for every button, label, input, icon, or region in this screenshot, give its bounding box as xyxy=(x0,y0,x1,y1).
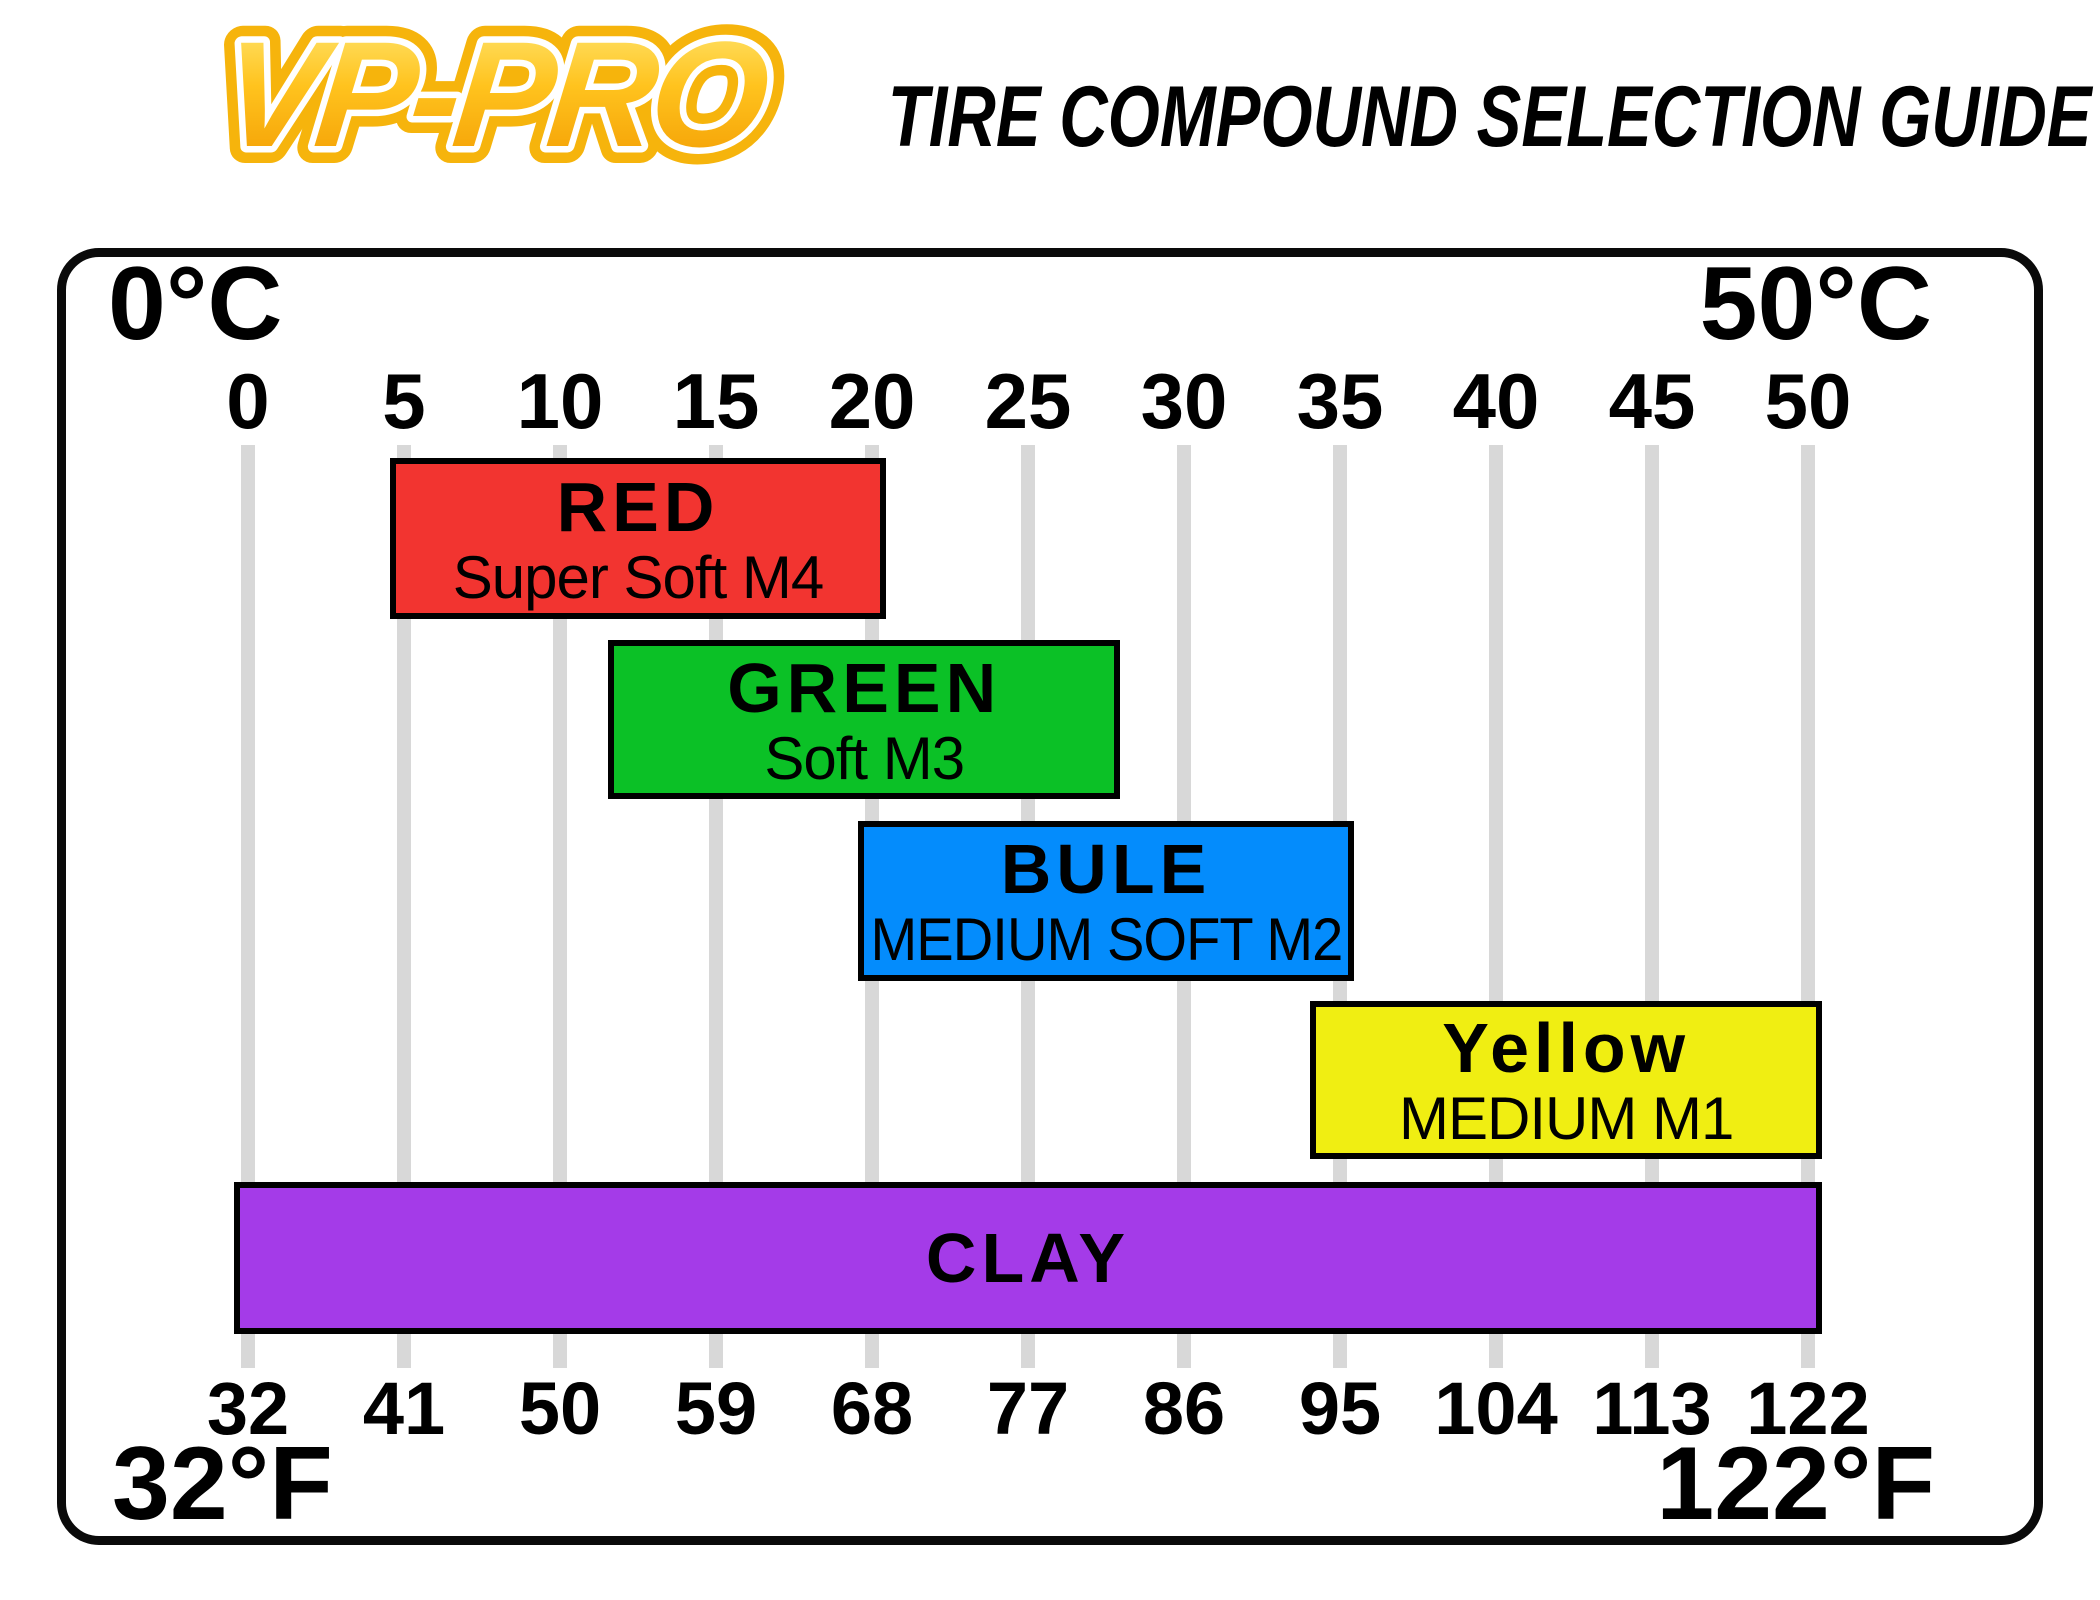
compound-bar-bule: BULE MEDIUM SOFT M2 xyxy=(858,821,1354,981)
celsius-tick-label: 35 xyxy=(1296,357,1384,445)
bar-title: BULE xyxy=(1000,830,1212,908)
gridline xyxy=(397,445,411,1368)
fahrenheit-min-label: 32°F xyxy=(112,1426,333,1542)
celsius-tick-label: 20 xyxy=(828,357,916,445)
compound-bar-clay: CLAY xyxy=(234,1182,1822,1334)
fahrenheit-tick-label: 86 xyxy=(1142,1367,1226,1450)
logo-fill-text: VP-PRO xyxy=(214,10,775,178)
celsius-tick-label: 5 xyxy=(382,357,426,445)
bar-title: GREEN xyxy=(727,648,1002,727)
page-title: TIRE COMPOUND SELECTION GUIDE xyxy=(888,62,2092,172)
celsius-max-label: 50°C xyxy=(1699,246,1932,362)
celsius-tick-label: 0 xyxy=(226,357,270,445)
bar-title: Yellow xyxy=(1442,1009,1691,1087)
compound-bar-yellow: Yellow MEDIUM M1 xyxy=(1310,1001,1822,1159)
bar-subtitle: MEDIUM SOFT M2 xyxy=(870,906,1343,974)
bar-title: CLAY xyxy=(925,1218,1131,1297)
celsius-tick-label: 30 xyxy=(1140,357,1228,445)
celsius-tick-label: 15 xyxy=(672,357,760,445)
bar-subtitle: Soft M3 xyxy=(764,724,965,792)
gridline xyxy=(241,445,255,1368)
fahrenheit-tick-label: 122 xyxy=(1746,1367,1870,1450)
celsius-tick-label: 40 xyxy=(1452,357,1540,445)
vp-pro-logo: VP-PRO VP-PRO xyxy=(197,6,792,186)
celsius-tick-label: 50 xyxy=(1764,357,1852,445)
fahrenheit-tick-label: 59 xyxy=(674,1367,758,1450)
fahrenheit-max-label: 122°F xyxy=(1656,1426,1935,1542)
compound-bar-green: GREEN Soft M3 xyxy=(608,640,1120,799)
bar-subtitle: Super Soft M4 xyxy=(452,543,825,611)
fahrenheit-tick-label: 41 xyxy=(362,1367,446,1450)
chart-panel-border xyxy=(57,248,2043,1545)
logo-outline-text: VP-PRO xyxy=(214,10,775,178)
fahrenheit-tick-label: 77 xyxy=(986,1367,1070,1450)
fahrenheit-tick-label: 113 xyxy=(1592,1367,1712,1450)
bar-title: RED xyxy=(556,467,720,546)
celsius-tick-label: 45 xyxy=(1608,357,1696,445)
fahrenheit-tick-label: 104 xyxy=(1434,1367,1558,1450)
fahrenheit-tick-label: 32 xyxy=(206,1367,290,1450)
celsius-min-label: 0°C xyxy=(108,246,283,362)
fahrenheit-tick-label: 50 xyxy=(518,1367,602,1450)
compound-bar-red: RED Super Soft M4 xyxy=(390,458,886,619)
celsius-tick-label: 25 xyxy=(984,357,1072,445)
gridline xyxy=(553,445,567,1368)
fahrenheit-tick-label: 68 xyxy=(830,1367,914,1450)
fahrenheit-tick-label: 95 xyxy=(1298,1367,1382,1450)
page-title-text: TIRE COMPOUND SELECTION GUIDE xyxy=(888,68,2092,165)
bar-subtitle: MEDIUM M1 xyxy=(1399,1085,1734,1153)
celsius-tick-label: 10 xyxy=(516,357,604,445)
